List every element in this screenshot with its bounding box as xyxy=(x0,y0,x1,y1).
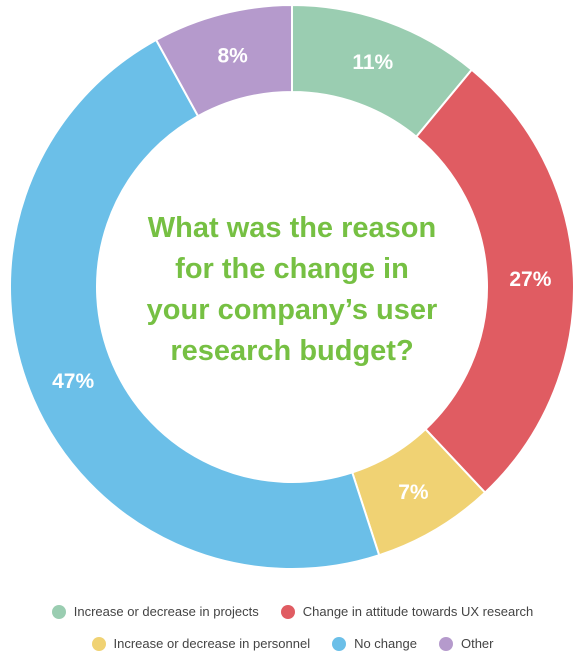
legend-label: Increase or decrease in projects xyxy=(73,604,259,619)
legend-label: Other xyxy=(460,636,494,651)
value-label-no-change: 47% xyxy=(52,370,94,393)
value-label-increase-or-decrease-in-projects: 11% xyxy=(352,51,393,74)
legend-swatch xyxy=(332,636,347,651)
slices-layer xyxy=(9,3,575,570)
chart-title-line-4: research budget? xyxy=(170,335,414,367)
legend-row-1: Increase or decrease in projects Change i… xyxy=(0,604,585,619)
legend-label: No change xyxy=(354,636,417,651)
value-label-change-in-attitude-towards-ux-research: 27% xyxy=(509,268,551,291)
legend-swatch xyxy=(280,604,295,619)
legend-label: Increase or decrease in personnel xyxy=(113,636,311,651)
chart-title-line-3: your company’s user xyxy=(146,294,438,326)
legend-swatch xyxy=(438,636,453,651)
legend-label: Change in attitude towards UX research xyxy=(302,604,534,619)
donut-chart: 11% 27% 7% 47% 8% xyxy=(9,3,575,570)
chart-title-line-2: for the change in xyxy=(175,253,409,285)
chart-title: What was the reason for the change in yo… xyxy=(112,208,472,372)
legend-item-other: Other xyxy=(438,636,494,651)
legend-item-increase-or-decrease-in-personnel: Increase or decrease in personnel xyxy=(91,636,311,651)
slice-no-change xyxy=(9,38,381,570)
legend-swatch xyxy=(91,636,106,651)
slice-change-in-attitude-towards-ux-research xyxy=(414,68,575,494)
legend-row-2: Increase or decrease in personnel No chan… xyxy=(0,636,585,651)
slice-other xyxy=(154,3,293,118)
legend-item-change-in-attitude-towards-ux-research: Change in attitude towards UX research xyxy=(280,604,534,619)
value-label-increase-or-decrease-in-personnel: 7% xyxy=(398,481,429,504)
legend-item-no-change: No change xyxy=(332,636,417,651)
legend-item-increase-or-decrease-in-projects: Increase or decrease in projects xyxy=(51,604,259,619)
value-label-other: 8% xyxy=(218,44,249,67)
chart-title-line-1: What was the reason xyxy=(147,212,437,244)
value-labels-layer: 11% 27% 7% 47% 8% xyxy=(52,44,552,503)
legend-swatch xyxy=(51,604,66,619)
